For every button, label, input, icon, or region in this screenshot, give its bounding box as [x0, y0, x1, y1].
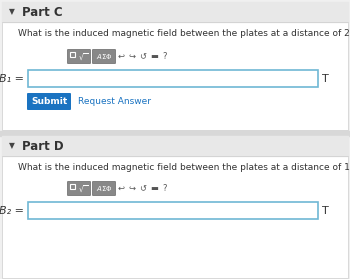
Text: Part C: Part C	[22, 6, 63, 18]
Text: T: T	[322, 206, 329, 215]
FancyBboxPatch shape	[2, 2, 348, 130]
Text: Request Answer: Request Answer	[78, 97, 151, 106]
Text: T: T	[322, 73, 329, 83]
Text: ▼: ▼	[9, 8, 15, 16]
FancyBboxPatch shape	[68, 182, 91, 196]
Text: Part D: Part D	[22, 140, 64, 153]
Text: ▼: ▼	[9, 141, 15, 150]
Text: ▬: ▬	[150, 52, 158, 61]
FancyBboxPatch shape	[27, 93, 71, 110]
Text: B₂ =: B₂ =	[0, 206, 24, 215]
Text: ↩: ↩	[118, 184, 125, 193]
Text: ▬: ▬	[150, 184, 158, 193]
Text: ↺: ↺	[140, 184, 147, 193]
Text: Submit: Submit	[31, 97, 67, 106]
Text: ?: ?	[163, 52, 167, 61]
FancyBboxPatch shape	[68, 49, 91, 64]
FancyBboxPatch shape	[70, 184, 75, 189]
FancyBboxPatch shape	[70, 52, 75, 57]
Text: ↪: ↪	[128, 52, 135, 61]
Text: ↩: ↩	[118, 52, 125, 61]
Text: ↺: ↺	[140, 52, 147, 61]
Text: $A\Sigma\Phi$: $A\Sigma\Phi$	[96, 52, 112, 61]
Text: ?: ?	[163, 184, 167, 193]
Text: What is the induced magnetic field between the plates at a distance of 1.02 cm f: What is the induced magnetic field betwe…	[18, 163, 350, 172]
Text: $\sqrt{\,}$: $\sqrt{\,}$	[78, 51, 88, 62]
FancyBboxPatch shape	[2, 136, 348, 278]
Text: ↪: ↪	[128, 184, 135, 193]
FancyBboxPatch shape	[92, 182, 116, 196]
Text: B₁ =: B₁ =	[0, 73, 24, 83]
FancyBboxPatch shape	[92, 49, 116, 64]
Text: What is the induced magnetic field between the plates at a distance of 2.03 cm f: What is the induced magnetic field betwe…	[18, 29, 350, 38]
Text: $A\Sigma\Phi$: $A\Sigma\Phi$	[96, 184, 112, 193]
FancyBboxPatch shape	[28, 70, 318, 87]
FancyBboxPatch shape	[28, 202, 318, 219]
Text: $\sqrt{\,}$: $\sqrt{\,}$	[78, 183, 88, 194]
